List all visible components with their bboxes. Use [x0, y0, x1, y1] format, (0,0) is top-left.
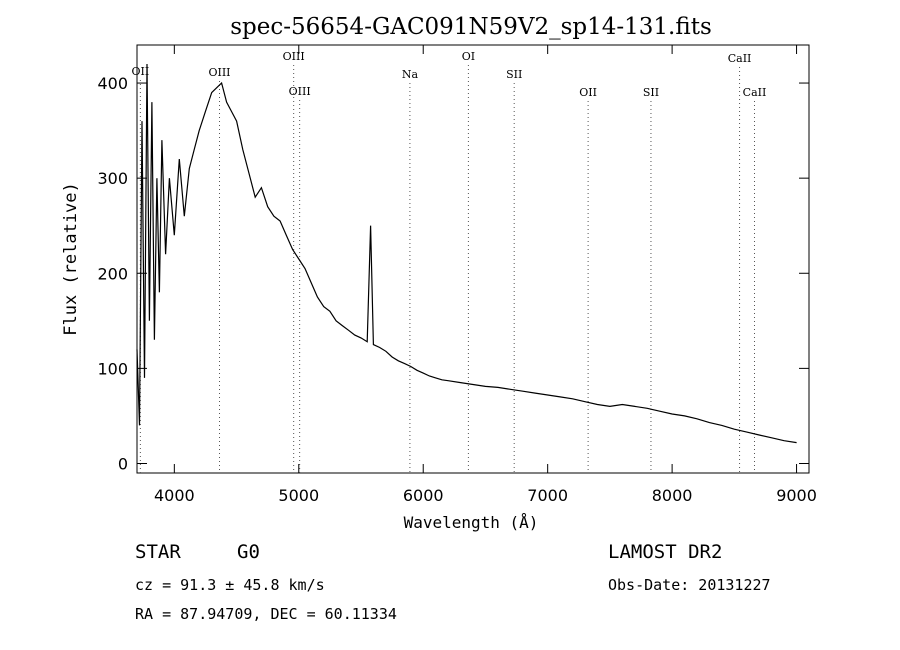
- emission-marker-label: CaII: [743, 86, 767, 99]
- y-tick-label: 300: [97, 169, 128, 188]
- object-class: STAR: [135, 541, 181, 563]
- emission-marker-label: OIII: [289, 85, 311, 98]
- plot-frame: [136, 44, 810, 474]
- x-tick-label: 8000: [652, 486, 693, 505]
- x-axis-label: Wavelength (Å): [404, 513, 539, 532]
- survey-name: LAMOST DR2: [608, 541, 723, 563]
- y-tick-label: 200: [97, 264, 128, 283]
- x-tick-label: 9000: [776, 486, 817, 505]
- emission-marker-label: OI: [462, 50, 475, 63]
- x-tick-label: 5000: [278, 486, 319, 505]
- emission-marker-label: OII: [579, 86, 597, 99]
- y-tick-label: 100: [97, 359, 128, 378]
- object-subclass: G0: [237, 541, 260, 563]
- emission-marker-label: OII: [132, 65, 150, 78]
- x-tick-label: 4000: [154, 486, 195, 505]
- observation-date: Obs-Date: 20131227: [608, 576, 771, 594]
- emission-marker-label: SII: [506, 68, 522, 81]
- emission-marker-label: SII: [643, 86, 659, 99]
- spectrum-chart: spec-56654-GAC091N59V2_sp14-131.fits OII…: [61, 14, 817, 532]
- chart-title: spec-56654-GAC091N59V2_sp14-131.fits: [230, 14, 712, 40]
- emission-marker-label: Na: [402, 68, 419, 81]
- emission-marker-label: CaII: [728, 52, 752, 65]
- y-tick-label: 400: [97, 74, 128, 93]
- redshift-velocity: cz = 91.3 ± 45.8 km/s: [135, 576, 325, 594]
- emission-marker-label: OIII: [283, 50, 305, 63]
- y-axis-label: Flux (relative): [61, 182, 81, 336]
- emission-line-markers: OII OIII OIII OIII Na OI SII OII SII CaII CaII: [132, 50, 767, 473]
- x-tick-label: 7000: [527, 486, 568, 505]
- spectrum-line: [136, 63, 797, 444]
- axis-ticks: 4000 5000 6000 7000 8000 9000 0 100 200 300 400: [97, 45, 817, 505]
- y-tick-label: 0: [118, 454, 128, 473]
- coordinates: RA = 87.94709, DEC = 60.11334: [135, 605, 397, 623]
- emission-marker-label: OIII: [208, 66, 230, 79]
- x-tick-label: 6000: [403, 486, 444, 505]
